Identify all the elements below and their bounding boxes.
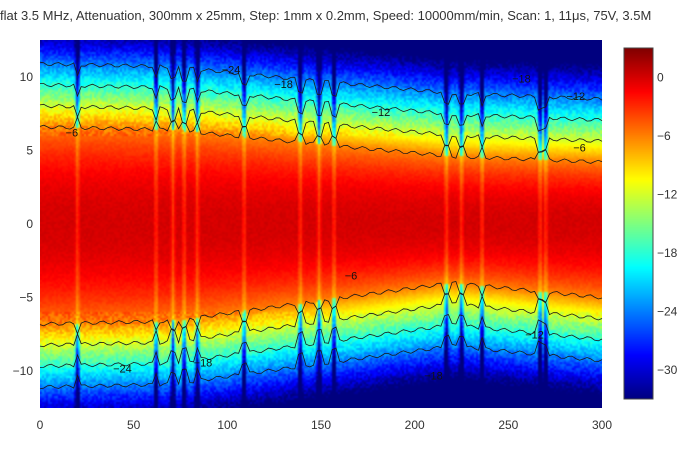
x-tick-label: 50: [127, 418, 141, 432]
contour-label: −6: [345, 271, 358, 283]
contour-labels: −24 −18 −12 −6 −6 −18 −12 −6 −12 −24 −18 −18: [66, 64, 586, 382]
plot-area[interactable]: −24 −18 −12 −6 −6 −18 −12 −6 −12 −24 −18 −18: [39, 40, 603, 408]
colorbar: 0 −6 −12 −18 −24 −30: [623, 47, 678, 400]
contour-label: −18: [424, 371, 443, 383]
x-tick-label: 100: [217, 418, 237, 432]
contour-label: −12: [372, 107, 391, 119]
x-tick-label: 0: [37, 418, 44, 432]
colorbar-tick-label: −6: [657, 129, 671, 143]
heatmap-image: [40, 40, 602, 408]
colorbar-tick-label: 0: [657, 70, 664, 84]
contour-label: −12: [566, 91, 585, 103]
x-tick-label: 200: [405, 418, 425, 432]
contour-line-upper-18: [40, 82, 603, 132]
colorbar-frame: [623, 47, 654, 400]
contour-label: −6: [573, 142, 586, 154]
contour-line-lower-12: [39, 292, 603, 348]
contour-label: −18: [274, 79, 293, 91]
contour-line-upper-24: [39, 61, 603, 111]
contour-label: −18: [194, 357, 213, 369]
contour-line-upper-6: [39, 115, 603, 164]
colorbar-ticks: 0 −6 −12 −18 −24 −30: [657, 70, 678, 377]
y-tick-label: 0: [26, 217, 33, 231]
colorbar-gradient: [624, 48, 653, 399]
contour-line-lower-24: [39, 334, 603, 390]
chart-title: flat 3.5 MHz, Attenuation, 300mm x 25mm,…: [0, 8, 651, 23]
contour-lines: [39, 61, 603, 390]
contour-line-lower-18: [39, 313, 603, 368]
contour-label: −24: [222, 64, 241, 76]
y-tick-label: 5: [26, 143, 33, 157]
x-tick-label: 250: [498, 418, 518, 432]
colorbar-tick-label: −18: [657, 246, 678, 260]
contour-label: −24: [113, 363, 132, 375]
y-tick-label: −10: [13, 364, 34, 378]
y-axis: −10 −5 0 5 10: [13, 70, 34, 378]
colorbar-tick-label: −24: [657, 304, 678, 318]
x-tick-label: 150: [311, 418, 331, 432]
y-tick-label: 10: [20, 70, 34, 84]
x-axis: 0 50 100 150 200 250 300: [37, 418, 613, 432]
colorbar-tick-label: −12: [657, 187, 678, 201]
contour-line-upper-12: [39, 103, 603, 153]
colorbar-tick-label: −30: [657, 363, 678, 377]
contour-line-lower-6: [39, 281, 603, 335]
x-tick-label: 300: [592, 418, 612, 432]
contour-label: −18: [512, 73, 531, 85]
contour-label: −6: [66, 128, 79, 140]
y-tick-label: −5: [19, 291, 33, 305]
contour-label: −12: [525, 329, 544, 341]
